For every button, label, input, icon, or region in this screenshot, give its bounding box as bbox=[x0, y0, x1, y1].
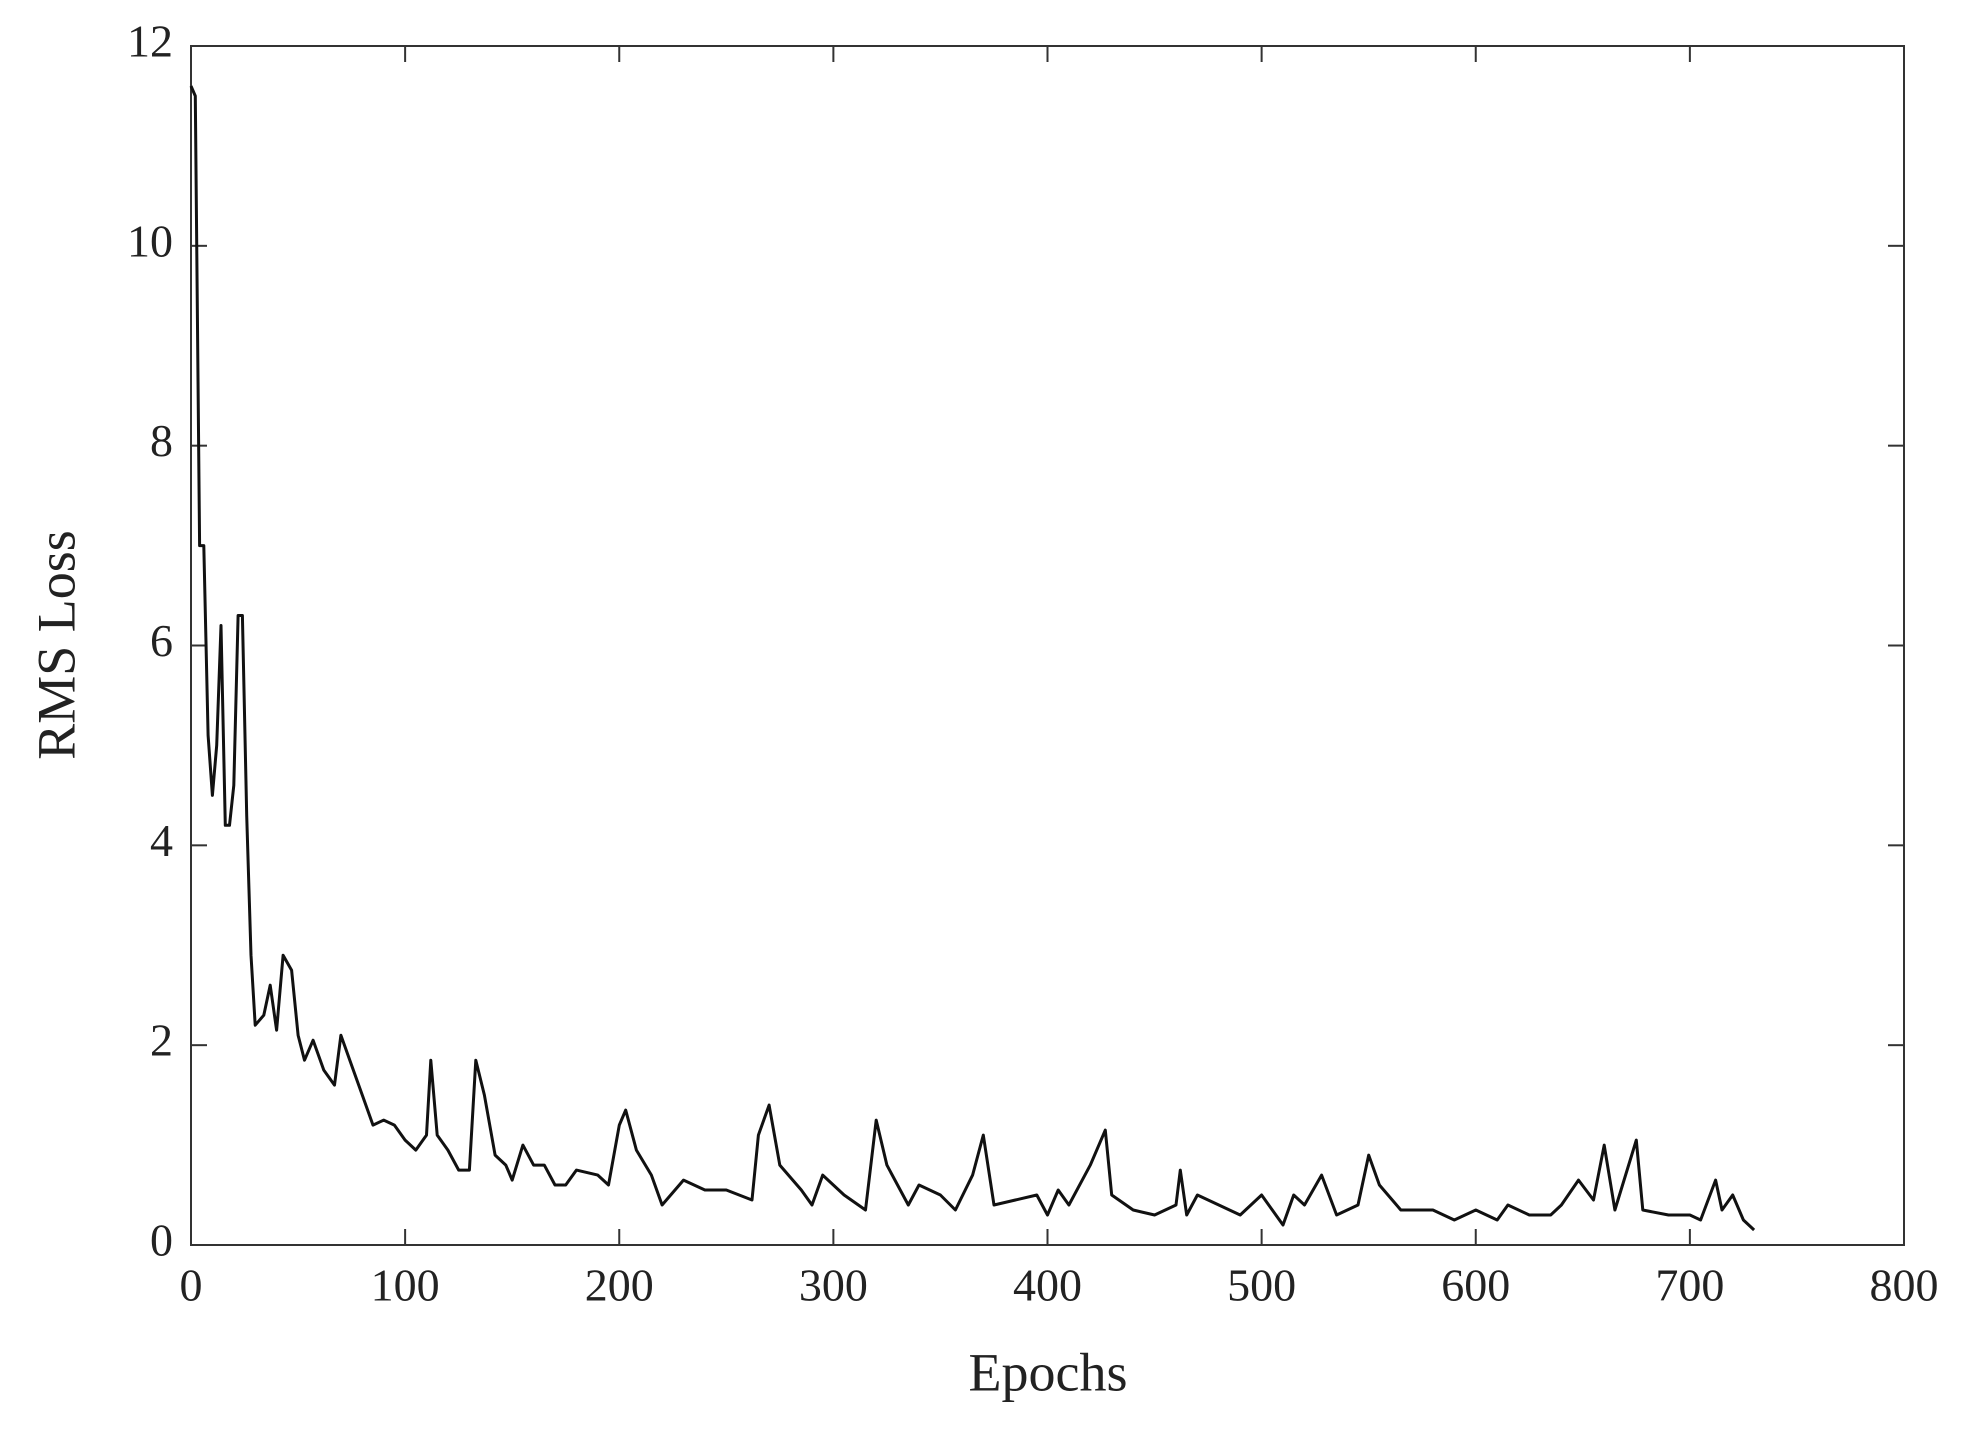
y-axis-label: RMS Loss bbox=[26, 530, 86, 760]
x-tick-label: 500 bbox=[1227, 1260, 1296, 1311]
y-tick-label: 4 bbox=[150, 815, 173, 866]
y-tick-label: 10 bbox=[127, 215, 173, 266]
x-tick-label: 300 bbox=[799, 1260, 868, 1311]
x-tick-label: 0 bbox=[180, 1260, 203, 1311]
y-tick-label: 2 bbox=[150, 1015, 173, 1066]
x-tick-label: 100 bbox=[371, 1260, 440, 1311]
plot-frame bbox=[190, 45, 1905, 1246]
x-tick-label: 200 bbox=[585, 1260, 654, 1311]
loss-line bbox=[189, 85, 1756, 1232]
y-tick-label: 6 bbox=[150, 615, 173, 666]
x-axis-label: Epochs bbox=[969, 1342, 1128, 1402]
x-tick-label: 700 bbox=[1655, 1260, 1724, 1311]
y-tick-label: 0 bbox=[150, 1215, 173, 1266]
x-tick-label: 600 bbox=[1441, 1260, 1510, 1311]
x-tick-label: 400 bbox=[1013, 1260, 1082, 1311]
y-tick-label: 8 bbox=[150, 415, 173, 466]
y-tick-label: 12 bbox=[127, 16, 173, 67]
x-tick-label: 800 bbox=[1870, 1260, 1939, 1311]
